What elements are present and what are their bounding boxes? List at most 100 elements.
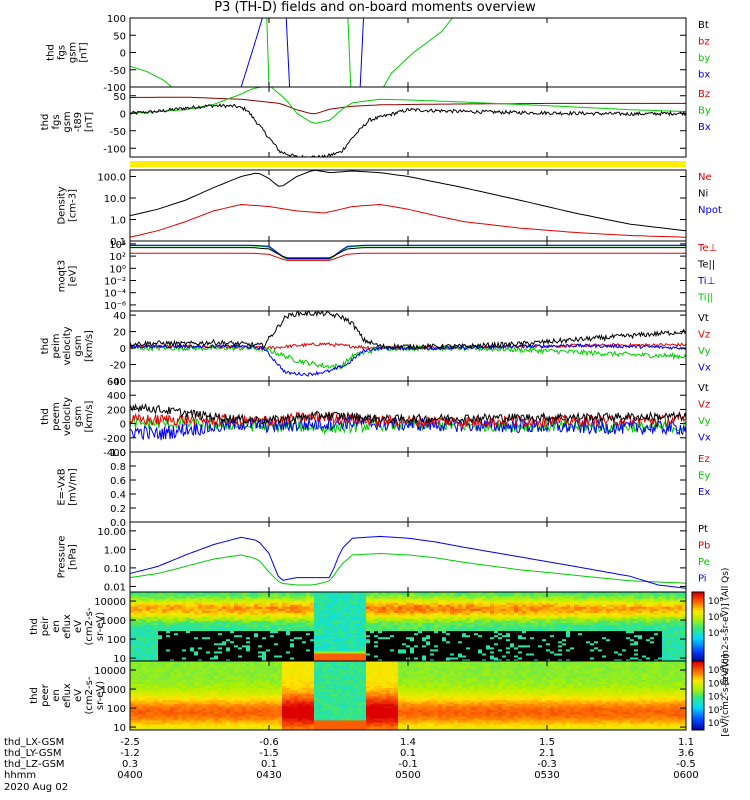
heatmap-cell [454, 612, 459, 615]
heatmap-cell [470, 606, 475, 609]
heatmap-cell [554, 636, 559, 640]
heatmap-cell [606, 604, 611, 607]
heatmap-cell [678, 598, 683, 601]
heatmap-cell [218, 604, 223, 607]
heatmap-cell [382, 612, 387, 615]
heatmap-cell [198, 634, 203, 638]
heatmap-cell [222, 620, 227, 623]
heatmap-cell [266, 614, 271, 617]
heatmap-cell [246, 598, 251, 601]
heatmap-cell [246, 628, 251, 632]
heatmap-cell [354, 640, 359, 644]
heatmap-cell [610, 636, 615, 640]
heatmap-cell [214, 626, 219, 630]
heatmap-cell [254, 628, 259, 632]
heatmap-cell [482, 616, 487, 619]
heatmap-cell [614, 640, 619, 644]
heatmap-cell [414, 650, 419, 654]
heatmap-cell [210, 602, 215, 605]
y-axis-label: thd [40, 408, 51, 425]
heatmap-cell [246, 640, 251, 644]
heatmap-cell [494, 616, 499, 619]
heatmap-cell [294, 600, 299, 603]
heatmap-cell [442, 596, 447, 599]
heatmap-cell [514, 612, 519, 615]
heatmap-cell [550, 656, 555, 660]
heatmap-cell [426, 624, 431, 628]
heatmap-cell [506, 608, 511, 611]
y-tick-label: 20 [113, 328, 126, 339]
heatmap-cell [350, 646, 355, 650]
heatmap-cell [430, 594, 435, 597]
heatmap-cell [442, 602, 447, 605]
heatmap-cell [674, 610, 679, 613]
heatmap-cell [534, 634, 539, 638]
heatmap-cell [290, 594, 295, 597]
heatmap-cell [154, 654, 159, 658]
heatmap-cell [530, 604, 535, 607]
heatmap-cell [306, 644, 311, 648]
heatmap-cell [382, 616, 387, 619]
heatmap-cell [410, 610, 415, 613]
heatmap-cell [138, 626, 143, 630]
heatmap-cell [414, 592, 419, 595]
heatmap-cell [422, 638, 427, 642]
heatmap-cell [558, 654, 563, 658]
heatmap-cell [374, 644, 379, 648]
heatmap-cell [222, 650, 227, 654]
heatmap-cell [414, 600, 419, 603]
heatmap-cell [142, 650, 147, 654]
heatmap-cell [646, 612, 651, 615]
heatmap-cell [574, 600, 579, 603]
heatmap-cell [454, 598, 459, 601]
heatmap-cell [622, 626, 627, 630]
heatmap-cell [602, 610, 607, 613]
heatmap-cell [426, 642, 431, 646]
heatmap-cell [354, 602, 359, 605]
heatmap-cell [522, 616, 527, 619]
heatmap-cell [134, 654, 139, 658]
heatmap-cell [670, 642, 675, 646]
heatmap-cell [322, 650, 327, 654]
heatmap-cell [506, 628, 511, 632]
heatmap-cell [522, 596, 527, 599]
heatmap-cell [498, 614, 503, 617]
heatmap-cell [462, 604, 467, 607]
heatmap-cell [506, 600, 511, 603]
heatmap-cell [378, 640, 383, 644]
heatmap-cell [590, 652, 595, 656]
heatmap-cell [134, 600, 139, 603]
heatmap-cell [422, 620, 427, 623]
heatmap-cell [406, 634, 411, 638]
heatmap-cell [146, 652, 151, 656]
heatmap-cell [318, 618, 323, 621]
heatmap-cell [622, 642, 627, 646]
heatmap-cell [438, 632, 443, 636]
heatmap-cell [426, 622, 431, 625]
heatmap-cell [406, 659, 411, 661]
heatmap-cell [626, 654, 631, 658]
y-axis-label: fgs [57, 45, 68, 60]
heatmap-cell [170, 650, 175, 654]
heatmap-cell [198, 598, 203, 601]
heatmap-cell [174, 618, 179, 621]
heatmap-cell [362, 618, 367, 621]
heatmap-cell [286, 622, 291, 625]
heatmap-cell [302, 652, 307, 656]
heatmap-cell [142, 596, 147, 599]
heatmap-cell [238, 646, 243, 650]
heatmap-cell [542, 620, 547, 623]
heatmap-cell [602, 616, 607, 619]
heatmap-cell [370, 598, 375, 601]
heatmap-cell [322, 598, 327, 601]
heatmap-cell [466, 650, 471, 654]
legend-entry: Ez [698, 454, 710, 465]
heatmap-cell [670, 632, 675, 636]
heatmap-cell [210, 598, 215, 601]
heatmap-cell [510, 600, 515, 603]
legend-entry: Te|| [697, 260, 715, 271]
heatmap-cell [302, 624, 307, 628]
heatmap-cell [538, 659, 543, 661]
heatmap-cell [130, 610, 135, 613]
heatmap-cell [454, 642, 459, 646]
